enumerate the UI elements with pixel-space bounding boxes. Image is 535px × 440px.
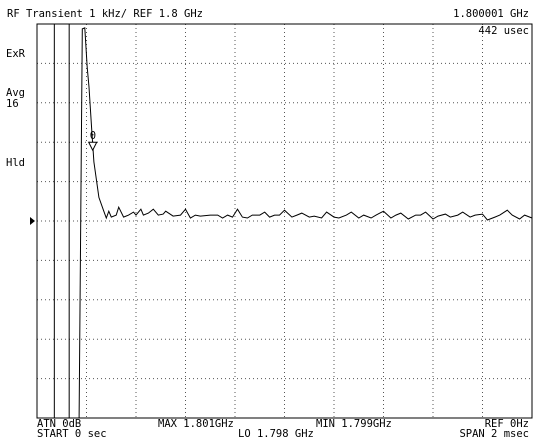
start-label: START 0 sec <box>37 428 107 440</box>
ref-label: REF 0Hz <box>485 418 529 430</box>
screen-title: RF Transient 1 kHz/ REF 1.8 GHz <box>7 8 203 20</box>
lo-label: LO 1.798 GHz <box>238 428 314 440</box>
span-label: SPAN 2 msec <box>459 428 529 440</box>
plot-frame <box>36 23 533 419</box>
frequency-readout: 1.800001 GHz <box>453 8 529 20</box>
attenuation-label: ATN 0dB <box>37 418 81 430</box>
avg-count: 16 <box>6 98 19 110</box>
max-label: MAX 1.801GHz <box>158 418 234 430</box>
min-label: MIN 1.799GHz <box>316 418 392 430</box>
avg-annotation: Avg <box>6 87 25 99</box>
marker-triangle-icon <box>87 141 98 152</box>
marker-label: 0 <box>90 130 96 142</box>
exr-annotation: ExR <box>6 48 26 60</box>
graticule <box>37 24 532 418</box>
marker: 0 <box>87 130 98 152</box>
hld-annotation: Hld <box>6 157 25 169</box>
reference-arrow-icon <box>30 217 35 225</box>
trace-line <box>37 27 533 419</box>
time-readout: 442 usec <box>478 25 529 37</box>
